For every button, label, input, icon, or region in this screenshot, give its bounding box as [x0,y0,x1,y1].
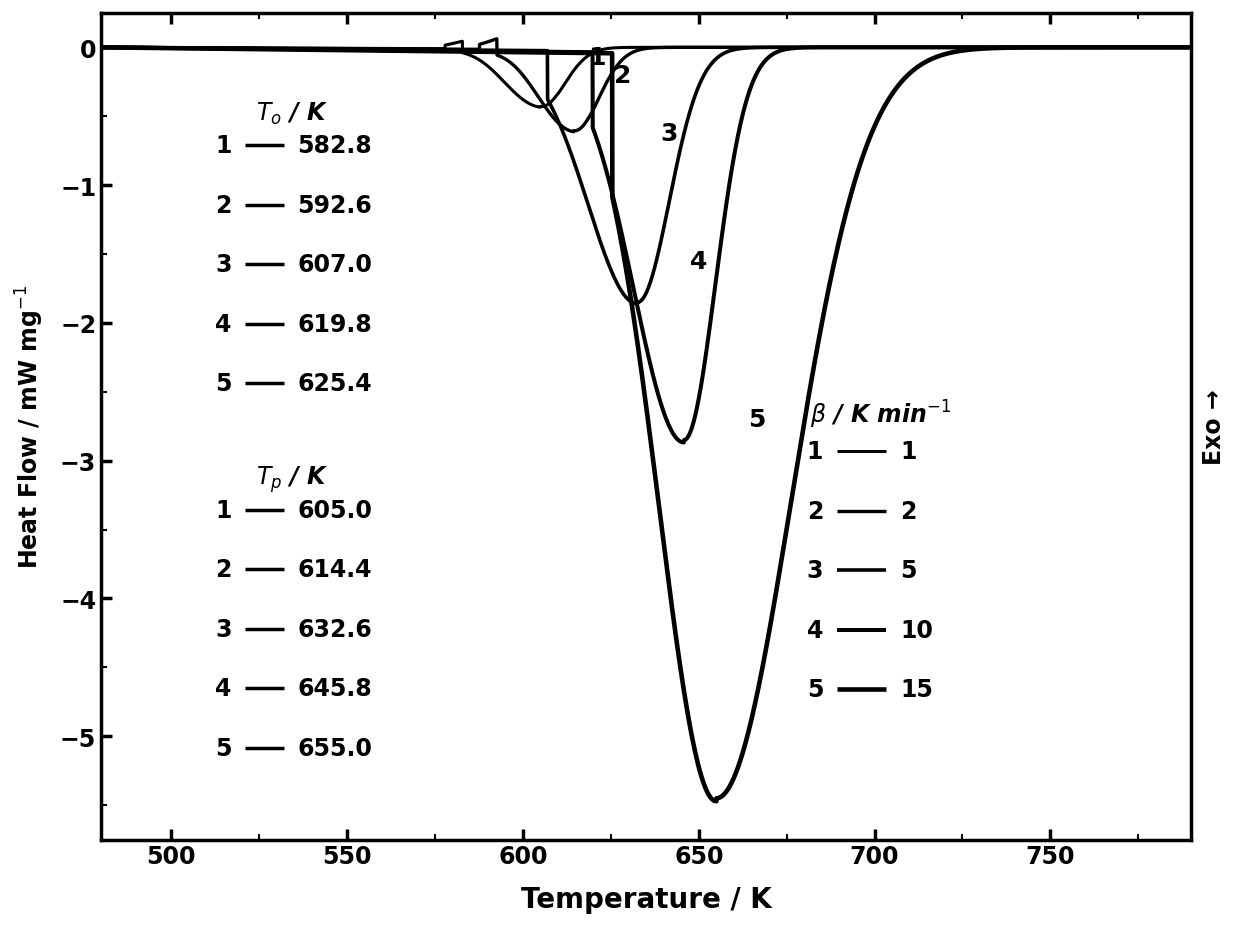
Text: 4: 4 [215,312,232,337]
Text: 5: 5 [807,678,823,702]
Text: 5: 5 [215,736,232,760]
Text: 582.8: 582.8 [298,134,372,158]
Y-axis label: Heat Flow / mW mg$^{-1}$: Heat Flow / mW mg$^{-1}$ [14,285,46,568]
Text: 655.0: 655.0 [298,736,372,760]
Text: 4: 4 [215,677,232,701]
Text: 3: 3 [807,558,823,582]
Text: 1: 1 [588,46,605,70]
Text: 5: 5 [900,558,916,582]
Text: 3: 3 [215,253,232,277]
Text: 592.6: 592.6 [298,194,372,218]
Text: 632.6: 632.6 [298,617,372,641]
Y-axis label: Exo →: Exo → [1202,389,1226,464]
Text: 1: 1 [215,498,232,522]
Text: 4: 4 [689,249,707,273]
Text: 3: 3 [215,617,232,641]
Text: 5: 5 [748,408,765,432]
Text: 614.4: 614.4 [298,558,372,581]
Text: $T_o$ / K: $T_o$ / K [255,101,327,127]
Text: 3: 3 [660,121,677,146]
Text: 2: 2 [614,64,631,88]
Text: 1: 1 [215,134,232,158]
Text: 645.8: 645.8 [298,677,372,701]
Text: 607.0: 607.0 [298,253,372,277]
Text: $T_p$ / K: $T_p$ / K [255,464,329,495]
Text: 2: 2 [215,194,232,218]
Text: 1: 1 [900,439,916,464]
Text: 10: 10 [900,618,932,641]
Text: 2: 2 [900,499,916,523]
Text: 4: 4 [807,618,823,641]
Text: 625.4: 625.4 [298,372,372,396]
Text: 2: 2 [807,499,823,523]
Text: 1: 1 [807,439,823,464]
Text: 15: 15 [900,678,932,702]
X-axis label: Temperature / K: Temperature / K [521,885,771,913]
Text: 619.8: 619.8 [298,312,372,337]
Text: 2: 2 [215,558,232,581]
Text: 5: 5 [215,372,232,396]
Text: $\beta$ / K min$^{-1}$: $\beta$ / K min$^{-1}$ [810,398,951,430]
Text: 605.0: 605.0 [298,498,372,522]
